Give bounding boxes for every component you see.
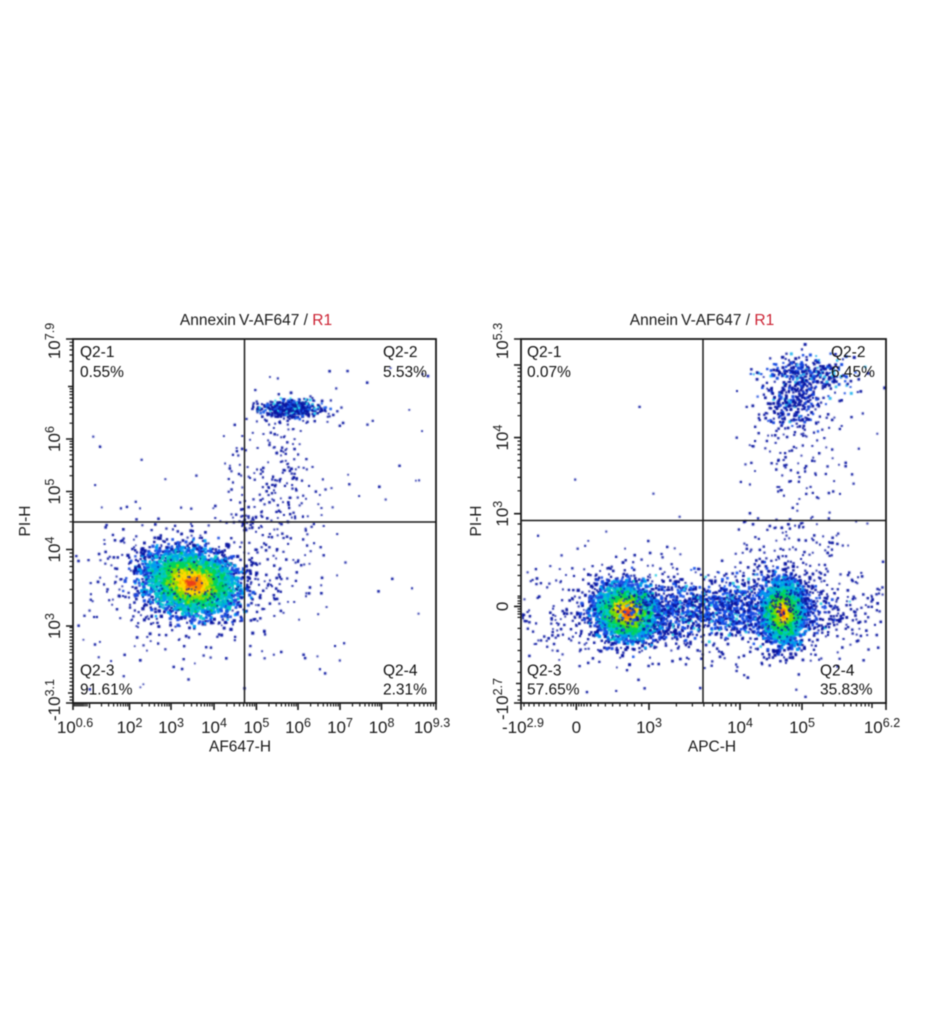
svg-text:PI-H: PI-H: [468, 506, 485, 537]
svg-text:103: 103: [43, 613, 64, 639]
svg-text:Q2-4: Q2-4: [383, 663, 418, 680]
svg-text:103: 103: [636, 716, 662, 737]
svg-text:104: 104: [491, 425, 512, 451]
svg-text:106: 106: [43, 426, 64, 452]
svg-text:5.53%: 5.53%: [383, 364, 427, 381]
svg-text:106.2: 106.2: [864, 716, 900, 737]
svg-text:104: 104: [43, 537, 64, 563]
svg-text:107: 107: [327, 716, 353, 737]
svg-text:103: 103: [158, 716, 184, 737]
svg-text:Q2-2: Q2-2: [383, 344, 417, 361]
svg-text:Q2-3: Q2-3: [80, 663, 114, 680]
svg-text:105: 105: [789, 716, 815, 737]
svg-text:-102.7: -102.7: [491, 678, 512, 720]
svg-text:2.31%: 2.31%: [383, 682, 427, 699]
svg-text:91.61%: 91.61%: [80, 682, 133, 699]
svg-text:35.83%: 35.83%: [820, 682, 873, 699]
svg-text:APC-H: APC-H: [688, 739, 736, 756]
svg-text:104: 104: [201, 716, 227, 737]
svg-text:105: 105: [243, 716, 269, 737]
svg-text:Q2-1: Q2-1: [527, 344, 561, 361]
svg-text:AF647-H: AF647-H: [209, 739, 271, 756]
svg-text:105: 105: [43, 479, 64, 505]
svg-text:108: 108: [369, 716, 395, 737]
svg-text:Q2-2: Q2-2: [831, 344, 865, 361]
svg-text:0: 0: [493, 602, 512, 611]
svg-text:6.45%: 6.45%: [831, 364, 875, 381]
svg-text:57.65%: 57.65%: [527, 682, 580, 699]
svg-text:109.3: 109.3: [414, 716, 450, 737]
svg-text:103: 103: [491, 501, 512, 527]
svg-text:PI-H: PI-H: [17, 506, 34, 537]
svg-text:102: 102: [117, 716, 143, 737]
svg-text:Annexin V-AF647 / R1: Annexin V-AF647 / R1: [180, 312, 332, 329]
svg-text:104: 104: [727, 716, 753, 737]
svg-text:-103.1: -103.1: [43, 679, 64, 721]
svg-text:Q2-4: Q2-4: [820, 663, 855, 680]
svg-text:107.9: 107.9: [43, 323, 64, 359]
svg-text:Q2-1: Q2-1: [80, 344, 114, 361]
svg-text:105.3: 105.3: [491, 323, 512, 359]
svg-text:106: 106: [285, 716, 311, 737]
svg-text:0: 0: [572, 718, 581, 737]
svg-text:0.55%: 0.55%: [80, 364, 124, 381]
svg-text:Annein V-AF647 / R1: Annein V-AF647 / R1: [630, 312, 774, 329]
svg-text:Q2-3: Q2-3: [527, 663, 561, 680]
svg-text:0.07%: 0.07%: [527, 364, 571, 381]
